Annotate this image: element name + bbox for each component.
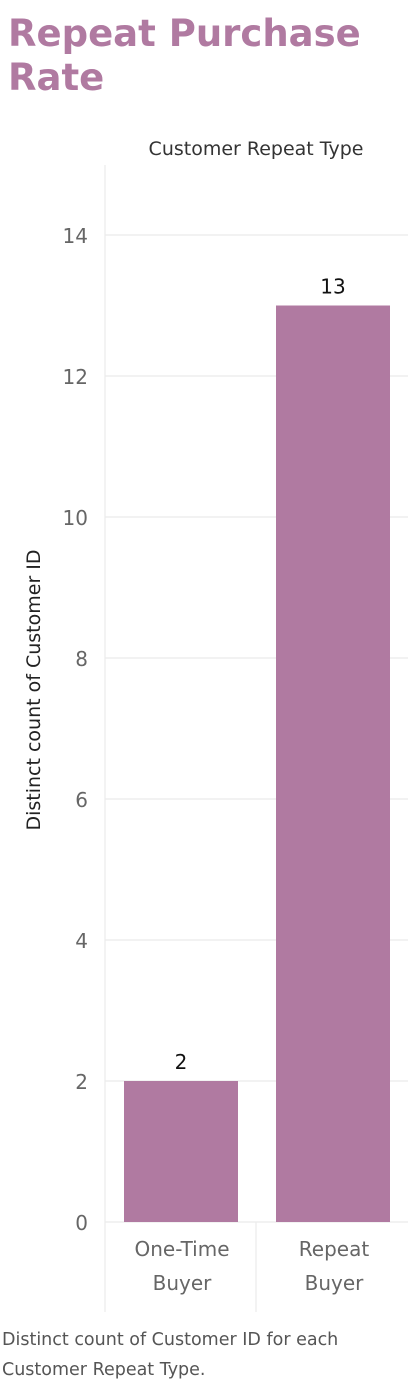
y-tick-label-12: 12 [63, 365, 88, 389]
data-label-0: 2 [175, 1050, 188, 1074]
y-tick-label-6: 6 [75, 788, 88, 812]
y-tick-label-8: 8 [75, 647, 88, 671]
data-labels: 2 13 [175, 275, 346, 1075]
x-tick-label-1-line-1: Buyer [305, 1271, 365, 1295]
bars [124, 305, 390, 1222]
y-tick-label-4: 4 [75, 929, 88, 953]
x-tick-label-0-line-1: Buyer [153, 1271, 213, 1295]
column-header: Customer Repeat Type [149, 138, 364, 160]
y-axis-ticks: 0 2 4 6 8 10 12 14 [63, 224, 88, 1235]
x-axis-ticks: One-Time Buyer Repeat Buyer [134, 1237, 369, 1295]
y-axis-label: Distinct count of Customer ID [23, 549, 45, 830]
y-tick-label-0: 0 [75, 1211, 88, 1235]
bar-0 [124, 1081, 238, 1222]
x-tick-label-1-line-0: Repeat [299, 1237, 370, 1261]
data-label-1: 13 [320, 275, 345, 299]
chart-title: Repeat Purchase Rate [8, 12, 361, 99]
y-tick-label-2: 2 [75, 1070, 88, 1094]
y-tick-label-10: 10 [63, 506, 88, 530]
chart-caption: Distinct count of Customer ID for each C… [2, 1330, 339, 1380]
bar-chart: Customer Repeat Type Distinct count of C… [23, 138, 408, 1312]
bar-1 [276, 305, 390, 1222]
y-tick-label-14: 14 [63, 224, 88, 248]
x-tick-label-0-line-0: One-Time [134, 1237, 229, 1261]
